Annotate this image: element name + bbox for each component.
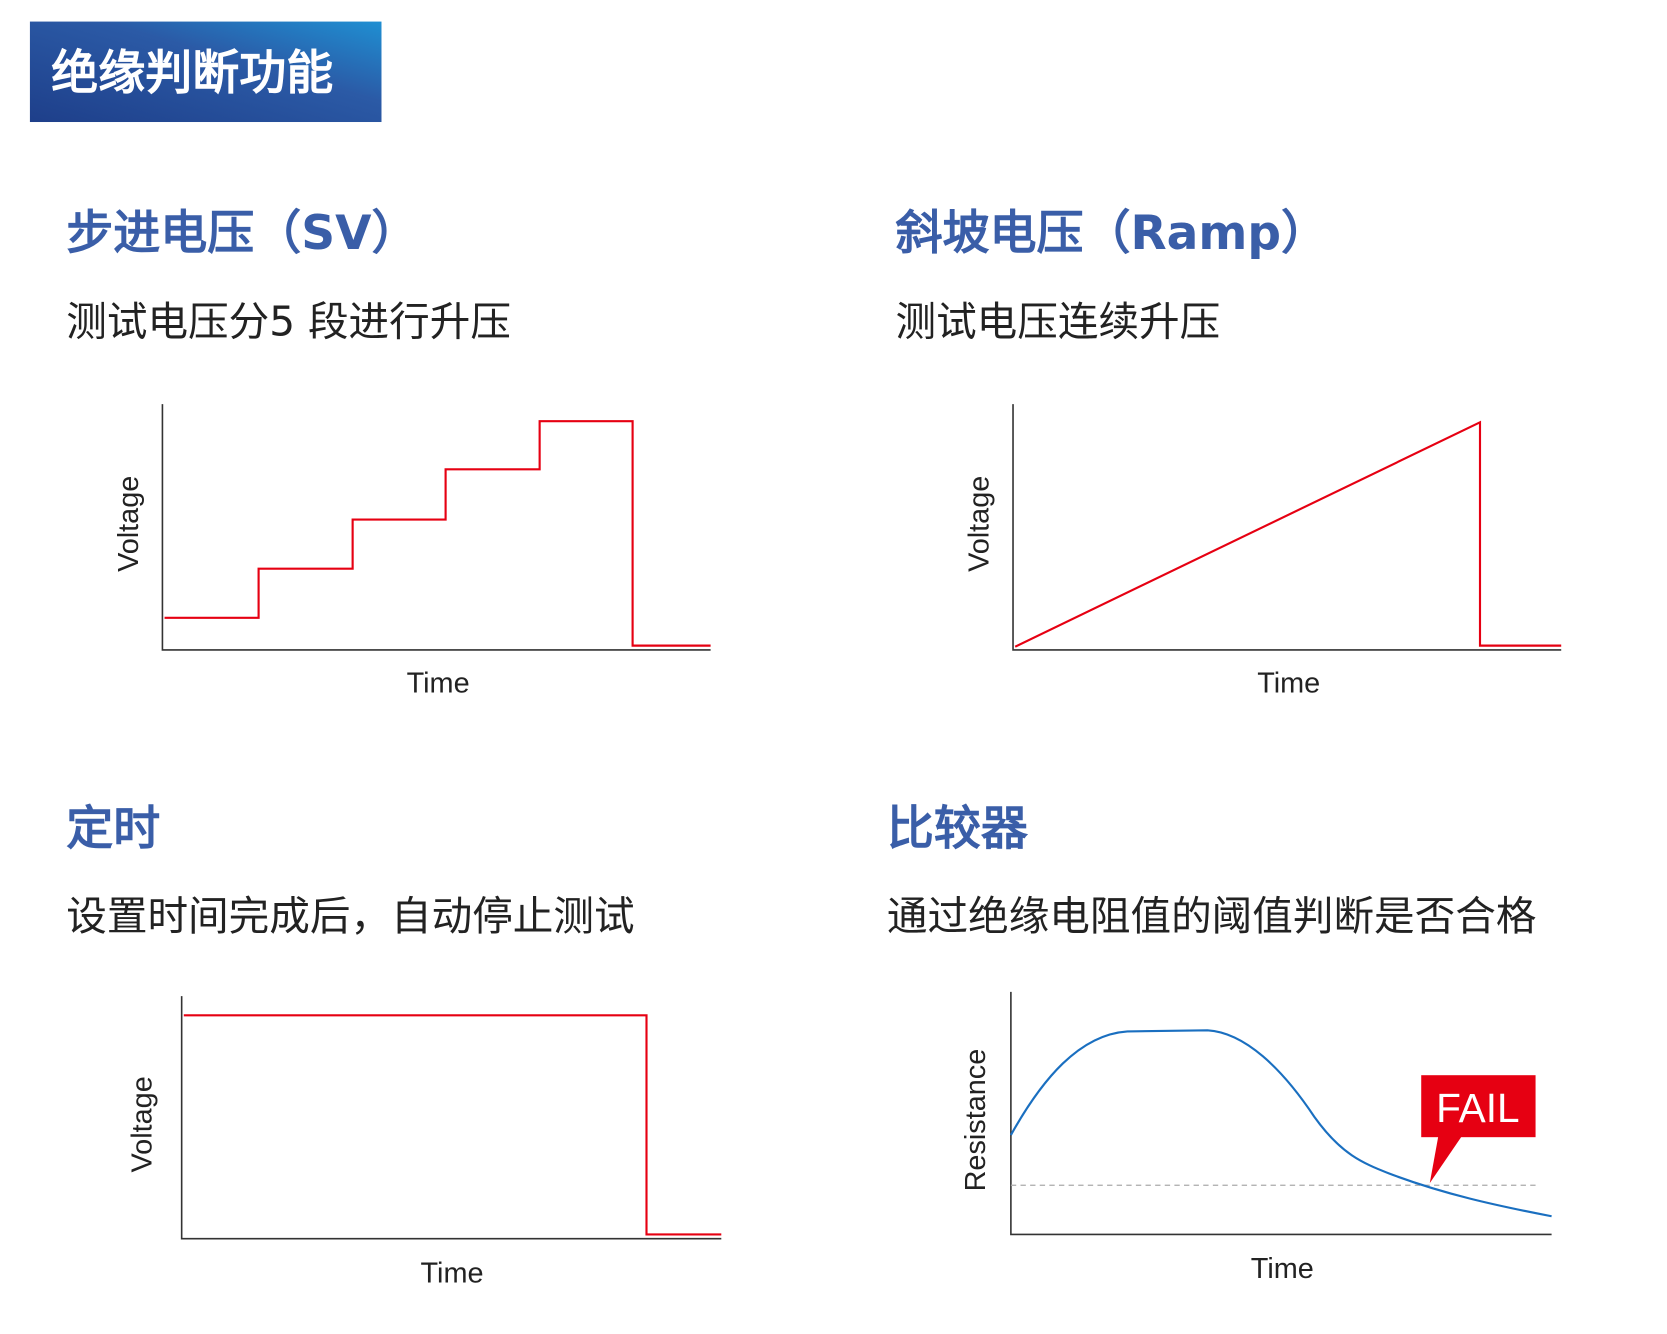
section-title: 步进电压（SV） [66, 206, 418, 261]
axes [161, 404, 711, 651]
fail-badge: FAIL [1421, 1075, 1536, 1184]
section-title: 定时 [66, 801, 160, 856]
x-axis-label: Time [1251, 1253, 1314, 1285]
x-axis-label: Time [1257, 668, 1320, 700]
section-step-voltage: 步进电压（SV） 测试电压分5 段进行升压 Voltage Time [66, 206, 711, 700]
header-title: 绝缘判断功能 [51, 46, 333, 101]
ramp-voltage-chart: Voltage Time [963, 404, 1562, 700]
ramp-voltage-line [1014, 420, 1562, 648]
section-title: 斜坡电压（Ramp） [895, 206, 1328, 261]
x-axis-label: Time [420, 1258, 483, 1290]
resistance-curve [1009, 1029, 1552, 1218]
axes [1012, 404, 1562, 651]
step-voltage-line [164, 420, 711, 647]
section-subtitle: 设置时间完成后，自动停止测试 [66, 892, 634, 940]
section-subtitle: 测试电压分5 段进行升压 [66, 298, 511, 346]
y-axis-label: Voltage [113, 476, 145, 572]
timer-voltage-line [183, 1014, 722, 1236]
fail-label: FAIL [1436, 1085, 1520, 1131]
section-title: 比较器 [887, 801, 1029, 856]
section-comparator: 比较器 通过绝缘电阻值的阈值判断是否合格 FAIL Resistance Tim… [887, 801, 1552, 1285]
y-axis-label: Resistance [960, 1049, 992, 1192]
axes [180, 996, 722, 1240]
section-timer: 定时 设置时间完成后，自动停止测试 Voltage Time [66, 801, 722, 1290]
header-banner: 绝缘判断功能 [29, 21, 382, 123]
comparator-chart: FAIL Resistance Time [960, 991, 1552, 1285]
section-ramp-voltage: 斜坡电压（Ramp） 测试电压连续升压 Voltage Time [895, 206, 1562, 700]
section-subtitle: 测试电压连续升压 [895, 298, 1220, 346]
x-axis-label: Time [407, 668, 470, 700]
y-axis-label: Voltage [127, 1076, 159, 1172]
section-subtitle: 通过绝缘电阻值的阈值判断是否合格 [887, 892, 1537, 940]
timer-chart: Voltage Time [127, 996, 722, 1290]
y-axis-label: Voltage [963, 476, 995, 572]
axes [1010, 991, 1552, 1236]
step-voltage-chart: Voltage Time [113, 404, 711, 700]
